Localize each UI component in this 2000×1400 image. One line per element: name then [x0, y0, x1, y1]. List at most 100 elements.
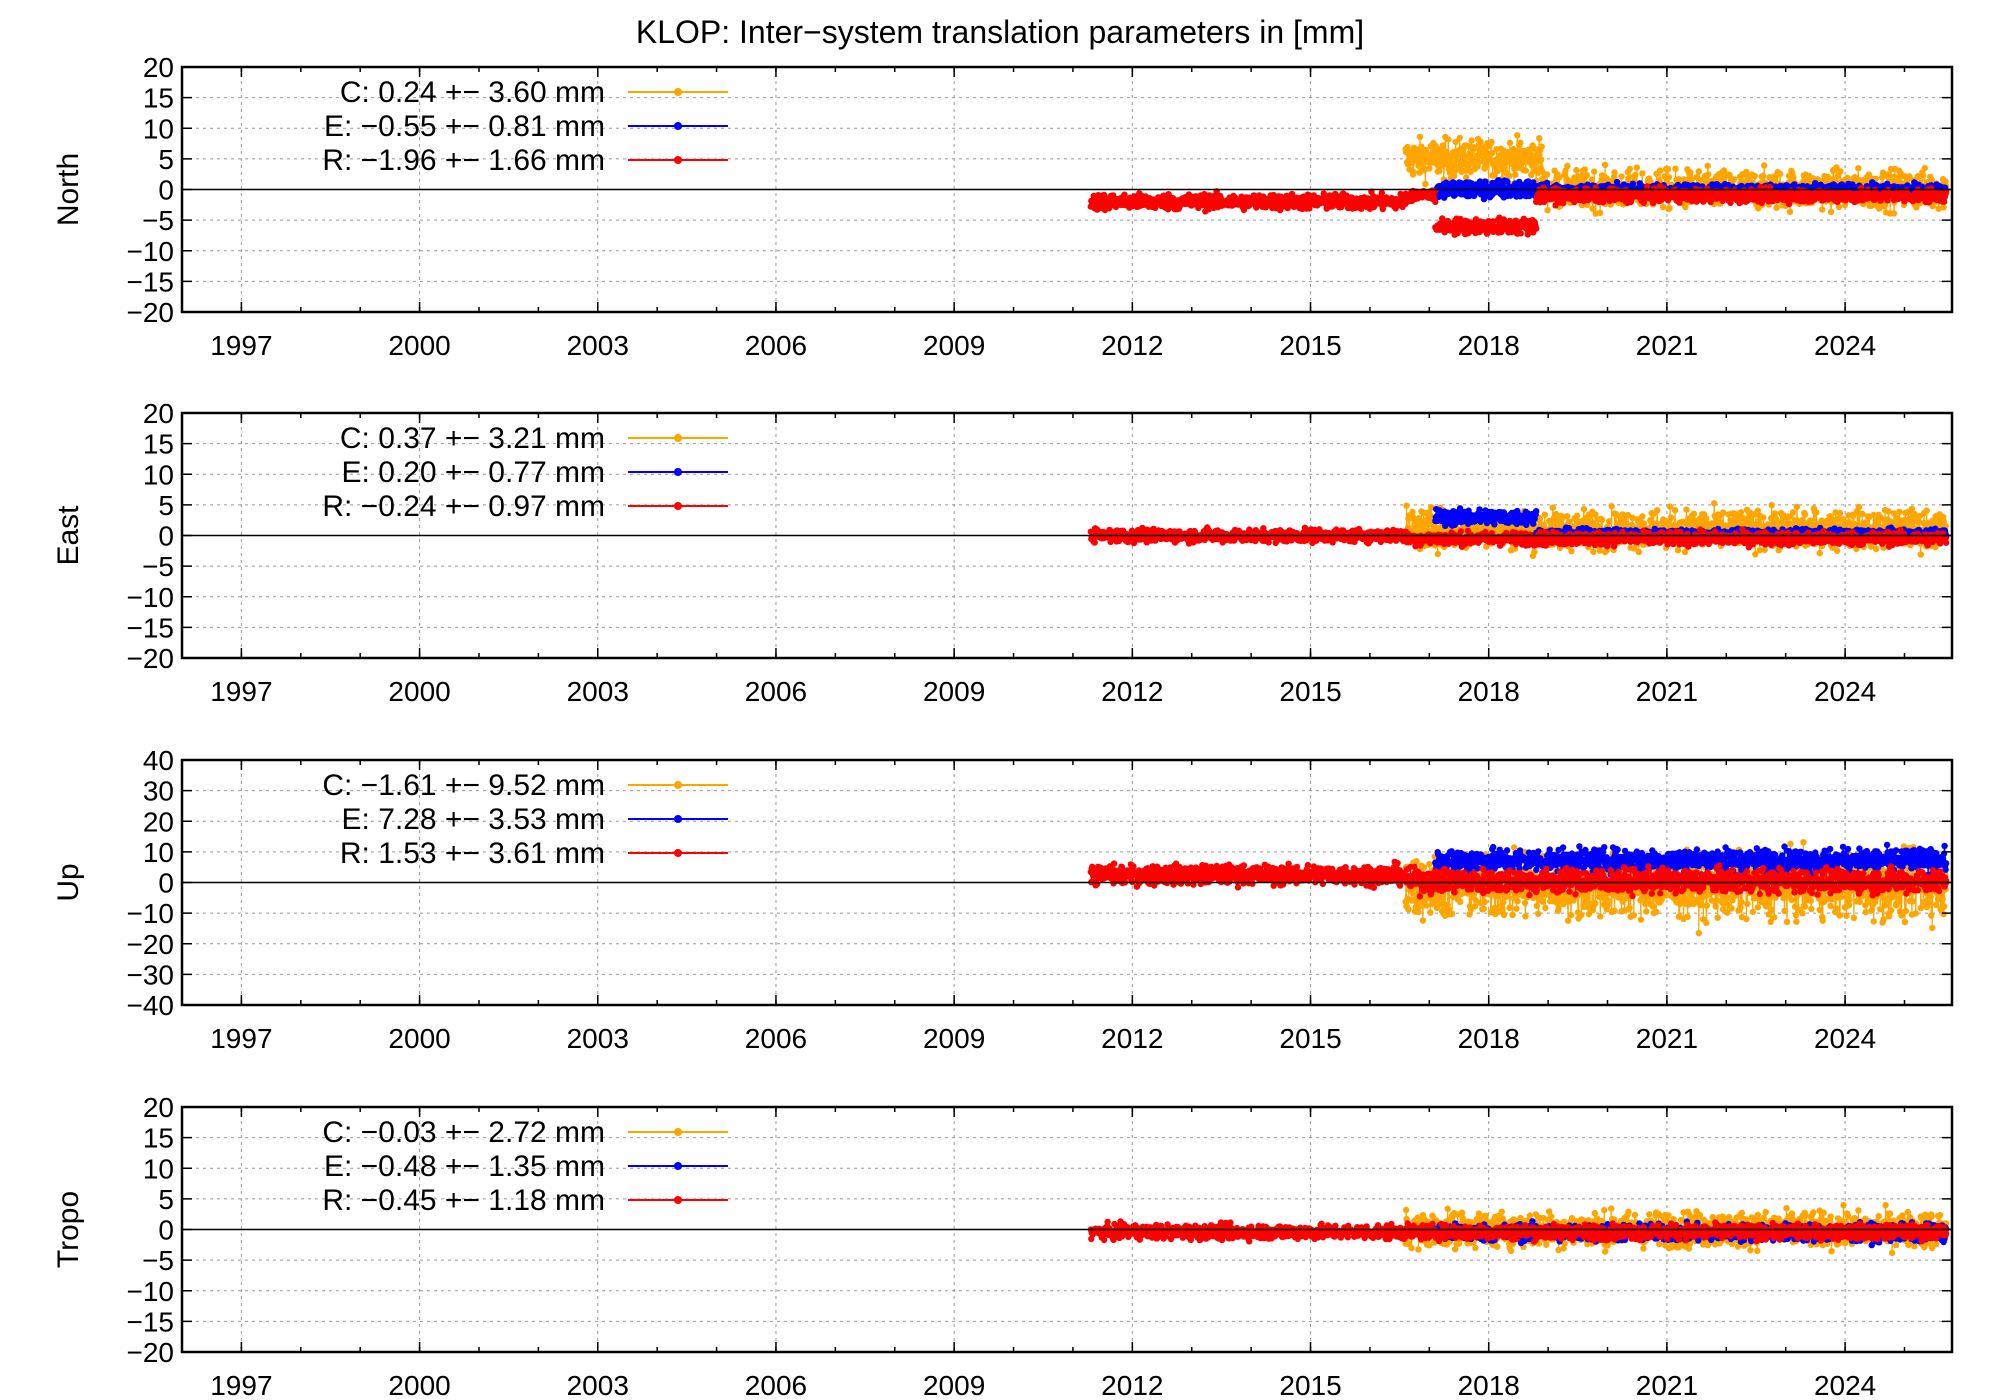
data-point [1601, 161, 1609, 168]
series-group [1087, 500, 1950, 559]
data-point [1450, 160, 1457, 167]
data-point [1751, 172, 1759, 180]
data-point [1418, 527, 1426, 534]
data-point [1477, 138, 1484, 145]
data-point [1320, 190, 1328, 197]
data-point [1445, 136, 1452, 143]
x-tick-label: 2018 [1458, 330, 1520, 361]
data-point [1833, 164, 1840, 171]
data-point [1538, 143, 1545, 150]
y-tick-label: 5 [158, 144, 174, 175]
data-point [1483, 163, 1490, 171]
data-point [1664, 165, 1672, 173]
data-point [1468, 137, 1475, 144]
data-point [1465, 143, 1472, 150]
data-point [1427, 512, 1434, 519]
data-point [1743, 168, 1750, 176]
data-point [1716, 519, 1724, 526]
data-point [1682, 203, 1689, 211]
data-point [1581, 166, 1589, 173]
data-point [1451, 172, 1458, 180]
data-point [1855, 165, 1862, 172]
series-c [1402, 132, 1950, 217]
y-tick-label: 15 [143, 83, 174, 114]
data-point [1761, 546, 1768, 554]
data-point [1528, 161, 1535, 168]
data-point [1436, 525, 1443, 533]
data-point [1835, 203, 1843, 211]
data-point [1672, 165, 1679, 172]
data-point [1536, 135, 1543, 142]
data-point [1590, 548, 1597, 555]
data-point [1773, 204, 1780, 211]
data-point [1935, 205, 1942, 212]
data-point [1201, 190, 1208, 198]
data-point [1475, 159, 1482, 166]
data-point [1687, 169, 1694, 176]
data-point [1591, 168, 1598, 175]
data-point [1517, 139, 1524, 146]
data-point [1730, 176, 1738, 183]
data-point [1754, 507, 1762, 514]
data-point [1568, 547, 1575, 555]
data-point [1538, 156, 1545, 163]
legend-marker-r [674, 156, 682, 164]
data-point [1514, 132, 1521, 139]
data-point [1629, 180, 1637, 187]
data-point [1790, 174, 1797, 181]
legend-label-e: E: −0.55 +− 0.81 mm [324, 110, 605, 143]
data-point [1841, 519, 1848, 526]
y-tick-label: −20 [127, 297, 175, 328]
data-point [1659, 203, 1667, 211]
data-point [1452, 138, 1459, 146]
data-point [1760, 514, 1767, 521]
data-point [1726, 171, 1733, 179]
data-point [1504, 178, 1511, 185]
legend-label-r: R: −1.96 +− 1.66 mm [322, 144, 605, 177]
data-point [1606, 518, 1613, 525]
data-point [1834, 515, 1842, 522]
data-point [1666, 204, 1673, 212]
data-point [1378, 189, 1386, 196]
data-point [1517, 230, 1525, 237]
data-point [1771, 510, 1779, 517]
legend: C: 0.24 +− 3.60 mmE: −0.55 +− 0.81 mmR: … [322, 76, 728, 177]
legend-marker-c [674, 88, 682, 96]
data-point [1613, 178, 1621, 186]
data-point [1573, 512, 1581, 519]
y-tick-label: −5 [142, 205, 174, 236]
data-point [1544, 207, 1551, 214]
data-point [1564, 162, 1571, 170]
data-point [1482, 178, 1489, 185]
data-point [1524, 231, 1532, 238]
data-point [1656, 167, 1664, 174]
data-point [1793, 503, 1801, 511]
data-point [1921, 164, 1929, 172]
data-point [1688, 176, 1696, 183]
data-point [1829, 544, 1836, 551]
x-tick-label: 2015 [1279, 330, 1341, 361]
data-point [1816, 549, 1823, 557]
y-tick-label: 0 [158, 175, 174, 206]
data-point [1580, 505, 1588, 513]
data-point [1884, 197, 1891, 204]
data-point [1596, 209, 1604, 217]
data-point [1629, 514, 1636, 521]
data-point [1704, 162, 1711, 170]
data-point [1573, 166, 1580, 174]
data-point [1260, 193, 1267, 200]
data-point [1409, 508, 1416, 516]
data-point [1737, 509, 1745, 516]
data-point [1705, 171, 1712, 178]
data-point [1491, 172, 1498, 179]
data-point [1583, 172, 1591, 179]
data-point [1121, 191, 1128, 198]
data-point [1618, 173, 1625, 180]
data-point [1683, 506, 1690, 513]
data-point [1769, 197, 1776, 205]
data-point [1152, 204, 1159, 211]
y-tick-label: −15 [127, 266, 175, 297]
data-point [1681, 548, 1689, 556]
